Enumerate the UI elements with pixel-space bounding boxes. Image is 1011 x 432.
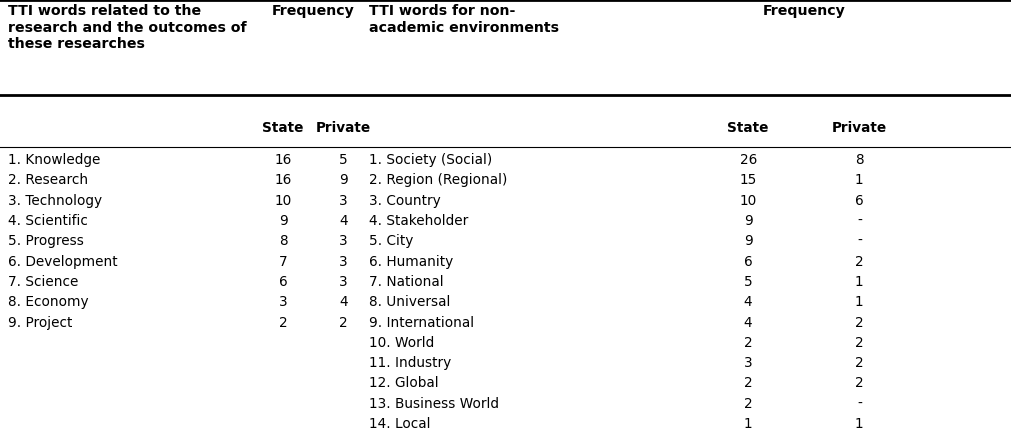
Text: 2: 2 [744, 397, 752, 411]
Text: 3: 3 [279, 295, 287, 309]
Text: 7. National: 7. National [369, 275, 444, 289]
Text: 7: 7 [279, 254, 287, 269]
Text: 3: 3 [340, 234, 348, 248]
Text: 10. World: 10. World [369, 336, 435, 350]
Text: 2: 2 [855, 254, 863, 269]
Text: 2: 2 [855, 336, 863, 350]
Text: 2. Region (Regional): 2. Region (Regional) [369, 173, 508, 187]
Text: Private: Private [832, 121, 887, 135]
Text: 7. Science: 7. Science [8, 275, 79, 289]
Text: 9: 9 [744, 234, 752, 248]
Text: 3: 3 [340, 275, 348, 289]
Text: 8. Economy: 8. Economy [8, 295, 89, 309]
Text: 3: 3 [744, 356, 752, 370]
Text: 5: 5 [744, 275, 752, 289]
Text: 4. Stakeholder: 4. Stakeholder [369, 214, 468, 228]
Text: -: - [857, 214, 861, 228]
Text: 8. Universal: 8. Universal [369, 295, 450, 309]
Text: 3. Technology: 3. Technology [8, 194, 102, 208]
Text: 3. Country: 3. Country [369, 194, 441, 208]
Text: 9: 9 [340, 173, 348, 187]
Text: 2: 2 [744, 336, 752, 350]
Text: 4: 4 [340, 214, 348, 228]
Text: 2: 2 [855, 315, 863, 330]
Text: Frequency: Frequency [762, 4, 845, 18]
Text: TTI words related to the
research and the outcomes of
these researches: TTI words related to the research and th… [8, 4, 247, 51]
Text: 9: 9 [744, 214, 752, 228]
Text: 3: 3 [340, 194, 348, 208]
Text: 1: 1 [855, 295, 863, 309]
Text: 9. Project: 9. Project [8, 315, 73, 330]
Text: 1: 1 [855, 173, 863, 187]
Text: 10: 10 [274, 194, 292, 208]
Text: 15: 15 [739, 173, 757, 187]
Text: 16: 16 [274, 153, 292, 167]
Text: 5: 5 [340, 153, 348, 167]
Text: 14. Local: 14. Local [369, 417, 431, 431]
Text: 13. Business World: 13. Business World [369, 397, 499, 411]
Text: 4: 4 [744, 315, 752, 330]
Text: 9: 9 [279, 214, 287, 228]
Text: 1. Knowledge: 1. Knowledge [8, 153, 100, 167]
Text: 8: 8 [855, 153, 863, 167]
Text: 6. Humanity: 6. Humanity [369, 254, 453, 269]
Text: 6: 6 [744, 254, 752, 269]
Text: 2: 2 [279, 315, 287, 330]
Text: State: State [728, 121, 768, 135]
Text: 6. Development: 6. Development [8, 254, 117, 269]
Text: 2: 2 [340, 315, 348, 330]
Text: 1: 1 [744, 417, 752, 431]
Text: 5. Progress: 5. Progress [8, 234, 84, 248]
Text: TTI words for non-
academic environments: TTI words for non- academic environments [369, 4, 559, 35]
Text: Frequency: Frequency [272, 4, 355, 18]
Text: 6: 6 [855, 194, 863, 208]
Text: 2: 2 [855, 376, 863, 391]
Text: -: - [857, 397, 861, 411]
Text: 2: 2 [855, 356, 863, 370]
Text: Private: Private [316, 121, 371, 135]
Text: 4: 4 [340, 295, 348, 309]
Text: 11. Industry: 11. Industry [369, 356, 451, 370]
Text: 8: 8 [279, 234, 287, 248]
Text: -: - [857, 234, 861, 248]
Text: 26: 26 [739, 153, 757, 167]
Text: 6: 6 [279, 275, 287, 289]
Text: 4: 4 [744, 295, 752, 309]
Text: 1. Society (Social): 1. Society (Social) [369, 153, 492, 167]
Text: 2. Research: 2. Research [8, 173, 88, 187]
Text: 16: 16 [274, 173, 292, 187]
Text: 1: 1 [855, 417, 863, 431]
Text: 1: 1 [855, 275, 863, 289]
Text: State: State [263, 121, 303, 135]
Text: 5. City: 5. City [369, 234, 413, 248]
Text: 10: 10 [739, 194, 757, 208]
Text: 2: 2 [744, 376, 752, 391]
Text: 9. International: 9. International [369, 315, 474, 330]
Text: 3: 3 [340, 254, 348, 269]
Text: 12. Global: 12. Global [369, 376, 439, 391]
Text: 4. Scientific: 4. Scientific [8, 214, 88, 228]
